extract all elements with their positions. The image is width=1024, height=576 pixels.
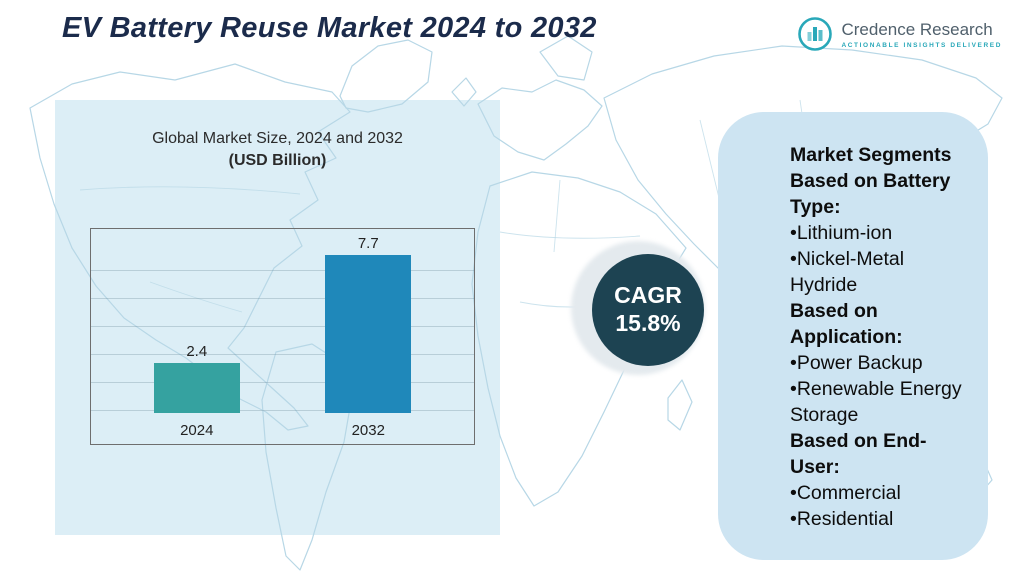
segment-heading: Market Segments Based on Battery Type:: [790, 144, 952, 218]
chart-header: Global Market Size, 2024 and 2032 (USD B…: [55, 130, 500, 170]
brand-name: Credence Research: [841, 19, 993, 39]
segments-panel: Market Segments Based on Battery Type: •L…: [718, 112, 988, 560]
bar-group-2024: 2.4: [153, 235, 240, 413]
segments-list: Market Segments Based on Battery Type: •L…: [718, 112, 988, 542]
brand-logo: Credence Research Actionable Insights De…: [797, 16, 1002, 52]
x-axis-label: 2032: [351, 422, 385, 439]
segment-heading: Based on Application:: [790, 300, 903, 348]
cagr-badge: CAGR 15.8%: [592, 254, 704, 366]
segment-item: •Commercial: [790, 482, 901, 504]
bar-2024: [153, 362, 240, 413]
x-axis-label: 2024: [180, 422, 214, 439]
chart-title: Global Market Size, 2024 and 2032: [152, 130, 403, 147]
credence-chart-icon: [797, 16, 833, 52]
bar-value-label: 7.7: [357, 235, 379, 252]
page-title: EV Battery Reuse Market 2024 to 2032: [62, 12, 597, 44]
bar-chart: 2.4 7.7 2024 2032: [90, 228, 475, 445]
x-axis-labels: 2024 2032: [111, 422, 454, 439]
brand-tagline: Actionable Insights Delivered: [841, 41, 1002, 49]
cagr-label: CAGR: [614, 282, 682, 309]
brand-text: Credence Research Actionable Insights De…: [841, 20, 1002, 49]
chart-subtitle: (USD Billion): [228, 152, 327, 169]
segment-item: •Nickel-Metal Hydride: [790, 248, 905, 296]
segment-item: •Lithium-ion: [790, 222, 893, 244]
cagr-value: 15.8%: [615, 310, 681, 336]
bar-2032: [325, 255, 412, 413]
segment-item: •Residential: [790, 508, 894, 530]
segment-item: •Power Backup: [790, 352, 923, 374]
bar-value-label: 2.4: [186, 342, 208, 360]
segment-item: •Renewable Energy Storage: [790, 378, 962, 426]
bar-group-2032: 7.7: [325, 235, 412, 413]
chart-plot-area: 2.4 7.7: [111, 235, 454, 413]
segment-heading: Based on End-User:: [790, 430, 927, 478]
